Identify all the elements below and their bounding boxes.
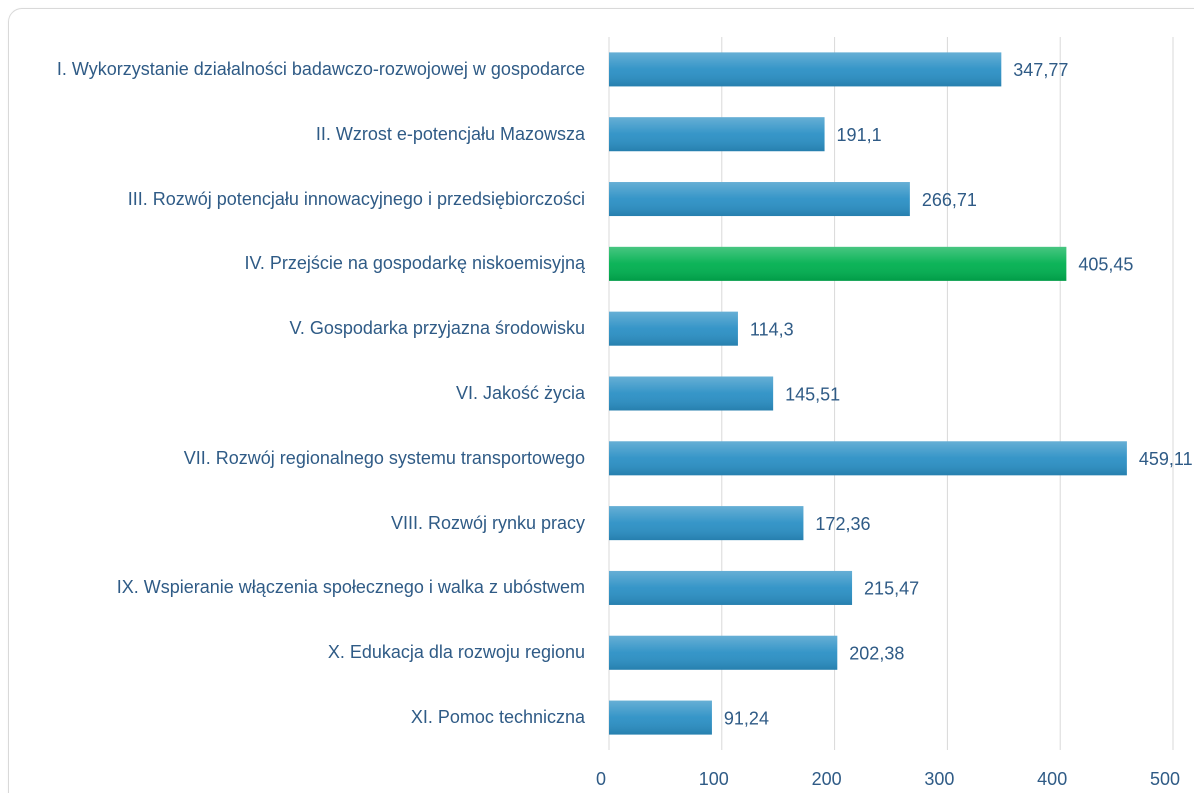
- category-label-box: X. Edukacja dla rozwoju regionu: [15, 621, 585, 685]
- category-label-box: VI. Jakość życia: [15, 362, 585, 426]
- y-tick-label: VI. Jakość życia: [455, 383, 585, 403]
- bar: [609, 700, 712, 735]
- value-label: 215,47: [864, 579, 919, 599]
- value-label: 191,1: [837, 125, 882, 145]
- value-label: 266,71: [922, 190, 977, 210]
- category-label-box: V. Gospodarka przyjazna środowisku: [15, 297, 586, 361]
- y-tick-label: VII. Rozwój regionalnego systemu transpo…: [183, 447, 585, 468]
- y-tick-label: V. Gospodarka przyjazna środowisku: [289, 318, 586, 339]
- bar: [609, 182, 910, 217]
- y-tick-label: I. Wykorzystanie działalności badawczo-r…: [56, 58, 585, 79]
- category-label-box: II. Wzrost e-potencjału Mazowsza: [15, 102, 585, 166]
- value-label: 405,45: [1078, 255, 1133, 275]
- category-label-box: III. Rozwój potencjału innowacyjnego i p…: [15, 167, 585, 231]
- y-tick-label: IV. Przejście na gospodarkę niskoemisyjn…: [244, 253, 585, 274]
- x-tick-label: 100: [699, 769, 729, 789]
- value-label: 91,24: [724, 708, 769, 728]
- category-label-box: I. Wykorzystanie działalności badawczo-r…: [15, 37, 585, 101]
- x-tick-label: 500: [1150, 769, 1180, 789]
- value-label: 172,36: [815, 514, 870, 534]
- category-label-box: IX. Wspieranie włączenia społecznego i w…: [15, 556, 585, 620]
- value-label: 145,51: [785, 384, 840, 404]
- bar: [609, 506, 804, 541]
- y-tick-label: VIII. Rozwój rynku pracy: [390, 512, 585, 533]
- y-tick-label: X. Edukacja dla rozwoju regionu: [327, 642, 585, 663]
- category-label-box: VIII. Rozwój rynku pracy: [15, 491, 585, 555]
- category-label-box: IV. Przejście na gospodarkę niskoemisyjn…: [15, 232, 585, 296]
- x-tick-label: 400: [1037, 769, 1067, 789]
- bar: [609, 441, 1127, 476]
- bar: [609, 635, 838, 670]
- y-tick-label: III. Rozwój potencjału innowacyjnego i p…: [127, 188, 585, 209]
- chart-frame: [8, 8, 1194, 793]
- x-tick-label: 300: [924, 769, 954, 789]
- bar: [609, 52, 1002, 87]
- bar: [609, 246, 1067, 281]
- category-label-box: XI. Pomoc techniczna: [15, 686, 585, 750]
- bar: [609, 376, 774, 411]
- y-tick-label: II. Wzrost e-potencjału Mazowsza: [315, 123, 585, 144]
- y-tick-label: IX. Wspieranie włączenia społecznego i w…: [116, 577, 585, 598]
- bar: [609, 311, 738, 346]
- x-tick-label: 0: [596, 769, 606, 789]
- value-label: 202,38: [849, 644, 904, 664]
- value-label: 347,77: [1013, 60, 1068, 80]
- x-tick-label: 200: [812, 769, 842, 789]
- bar: [609, 117, 825, 152]
- category-label-box: VII. Rozwój regionalnego systemu transpo…: [15, 426, 585, 490]
- y-tick-label: XI. Pomoc techniczna: [410, 707, 585, 728]
- value-label: 459,11: [1139, 449, 1193, 469]
- bar: [609, 570, 853, 605]
- value-label: 114,3: [750, 319, 794, 339]
